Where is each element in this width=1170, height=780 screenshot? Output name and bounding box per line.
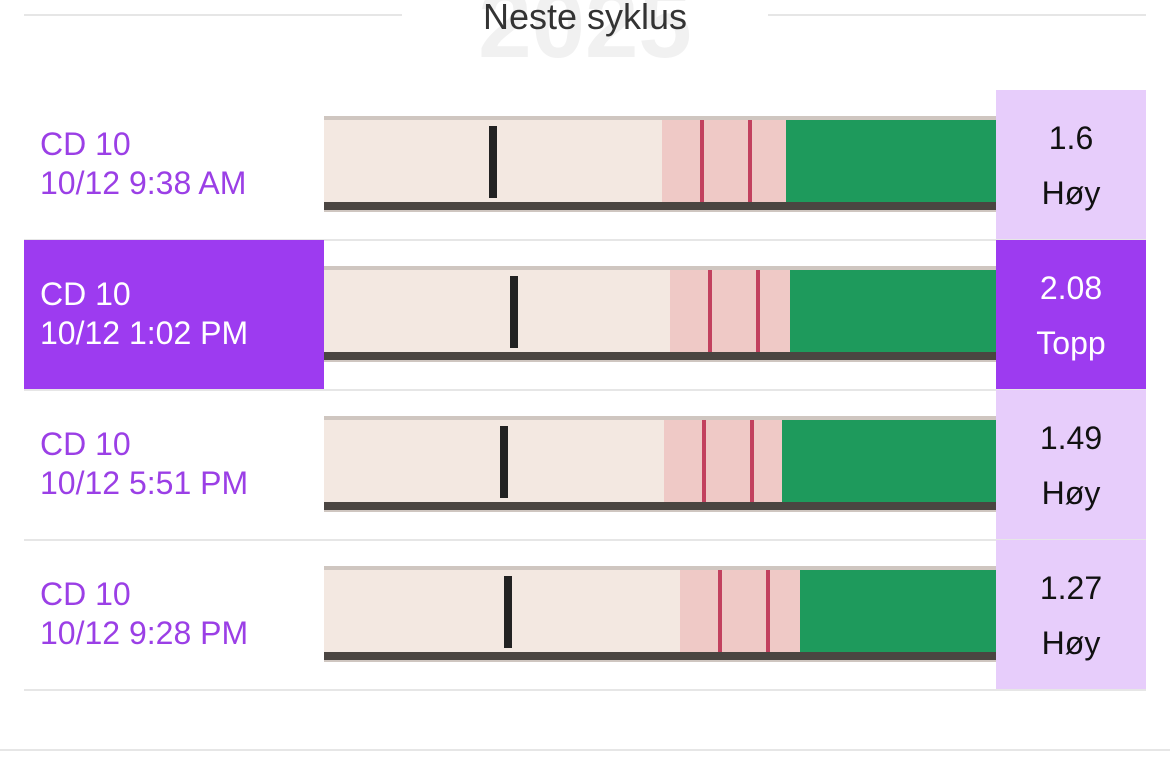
control-line <box>702 420 706 502</box>
row-label: CD 10 10/12 9:38 AM <box>24 90 324 240</box>
strip-edge <box>324 202 996 210</box>
handle <box>782 420 996 502</box>
divider <box>768 14 1146 16</box>
handle <box>790 270 996 352</box>
result: 2.08 Topp <box>996 240 1146 390</box>
divider <box>0 749 1170 751</box>
lh-level: Topp <box>1036 325 1106 361</box>
max-bar <box>489 126 497 198</box>
window <box>670 270 790 352</box>
control-line <box>700 120 704 202</box>
lh-value: 1.49 <box>1039 420 1103 456</box>
row-label: CD 10 10/12 1:02 PM <box>24 240 324 390</box>
cycle-day: CD 10 <box>40 426 131 462</box>
test-datetime: 10/12 1:02 PM <box>40 315 249 351</box>
handle <box>786 120 996 202</box>
divider <box>24 539 1146 541</box>
divider <box>24 239 1146 241</box>
test-row[interactable]: CD 10 10/12 9:28 PM 1.27 Høy <box>0 540 1170 691</box>
test-strip-photo <box>324 566 996 662</box>
test-strip-photo <box>324 416 996 512</box>
lh-value: 2.08 <box>1039 270 1103 306</box>
cycle-day: CD 10 <box>40 126 131 162</box>
window <box>664 420 782 502</box>
test-row[interactable]: CD 10 10/12 9:38 AM 1.6 Høy <box>0 90 1170 241</box>
test-line <box>748 120 752 202</box>
strip-edge <box>324 502 996 510</box>
max-bar <box>510 276 518 348</box>
divider <box>24 689 1146 691</box>
year-watermark: 2025 <box>478 0 692 78</box>
test-line <box>766 570 770 652</box>
test-line <box>750 420 754 502</box>
strip-edge <box>324 652 996 660</box>
row-label: CD 10 10/12 9:28 PM <box>24 540 324 690</box>
result: 1.6 Høy <box>996 90 1146 240</box>
result: 1.27 Høy <box>996 540 1146 690</box>
divider <box>24 14 402 16</box>
section-title: Neste syklus <box>482 0 688 37</box>
window <box>680 570 800 652</box>
test-datetime: 10/12 9:38 AM <box>40 165 247 201</box>
window <box>662 120 786 202</box>
row-label: CD 10 10/12 5:51 PM <box>24 390 324 540</box>
test-row[interactable]: CD 10 10/12 1:02 PM 2.08 Topp <box>0 240 1170 391</box>
strip-edge <box>324 352 996 360</box>
test-row[interactable]: CD 10 10/12 5:51 PM 1.49 Høy <box>0 390 1170 541</box>
lh-level: Høy <box>1041 625 1101 661</box>
max-bar <box>504 576 512 648</box>
cycle-day: CD 10 <box>40 576 131 612</box>
lh-level: Høy <box>1041 175 1101 211</box>
max-bar <box>500 426 508 498</box>
test-datetime: 10/12 5:51 PM <box>40 465 249 501</box>
control-line <box>708 270 712 352</box>
control-line <box>718 570 722 652</box>
test-strip-photo <box>324 266 996 362</box>
lh-level: Høy <box>1041 475 1101 511</box>
lh-value: 1.27 <box>1039 570 1103 606</box>
result: 1.49 Høy <box>996 390 1146 540</box>
test-strip-photo <box>324 116 996 212</box>
test-datetime: 10/12 9:28 PM <box>40 615 249 651</box>
test-line <box>756 270 760 352</box>
cycle-day: CD 10 <box>40 276 131 312</box>
handle <box>800 570 996 652</box>
lh-value: 1.6 <box>1048 120 1094 156</box>
divider <box>24 389 1146 391</box>
